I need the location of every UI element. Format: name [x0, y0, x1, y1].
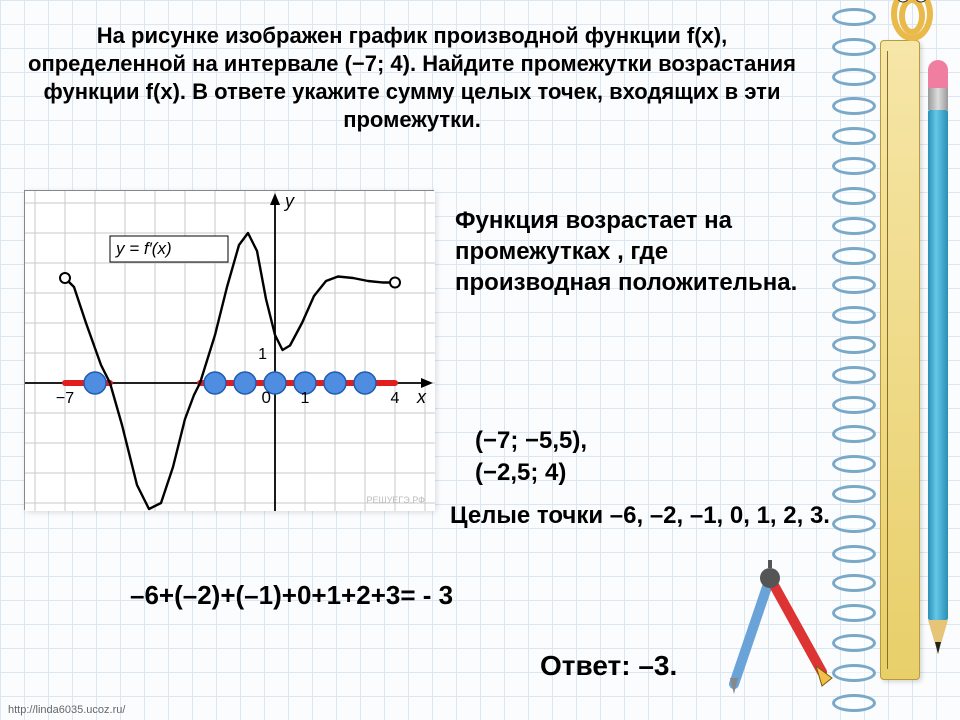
increase-intervals: (−7; −5,5), (−2,5; 4) [475, 425, 587, 490]
ruler-decoration [880, 40, 920, 680]
svg-text:y: y [283, 191, 295, 211]
pencil-decoration [924, 60, 952, 620]
footer-url: http://linda6035.ucoz.ru/ [8, 704, 125, 716]
sum-expression: –6+(–2)+(–1)+0+1+2+3= - 3 [130, 580, 453, 611]
svg-text:1: 1 [258, 346, 267, 363]
derivative-chart: y x 0 −7 1 4 1 y = f′(x) РЕШУЕГЭ.РФ [24, 190, 434, 510]
svg-text:4: 4 [391, 390, 400, 407]
interval-2: (−2,5; 4) [475, 457, 587, 489]
explanation-text: Функция возрастает на промежутках , где … [455, 205, 800, 299]
svg-text:x: x [416, 387, 427, 407]
svg-text:РЕШУЕГЭ.РФ: РЕШУЕГЭ.РФ [366, 495, 425, 505]
paperclip-icon [882, 0, 942, 46]
answer-text: Ответ: –3. [540, 650, 677, 682]
compass-decoration [710, 560, 850, 700]
integer-points: Целые точки –6, –2, –1, 0, 1, 2, 3. [450, 500, 840, 531]
svg-text:1: 1 [301, 390, 310, 407]
problem-statement: На рисунке изображен график производной … [24, 22, 800, 135]
svg-text:y = f′(x): y = f′(x) [115, 239, 172, 258]
svg-text:0: 0 [262, 388, 271, 407]
problem-text: На рисунке изображен график производной … [24, 22, 800, 135]
interval-1: (−7; −5,5), [475, 425, 587, 457]
svg-text:−7: −7 [56, 390, 74, 407]
